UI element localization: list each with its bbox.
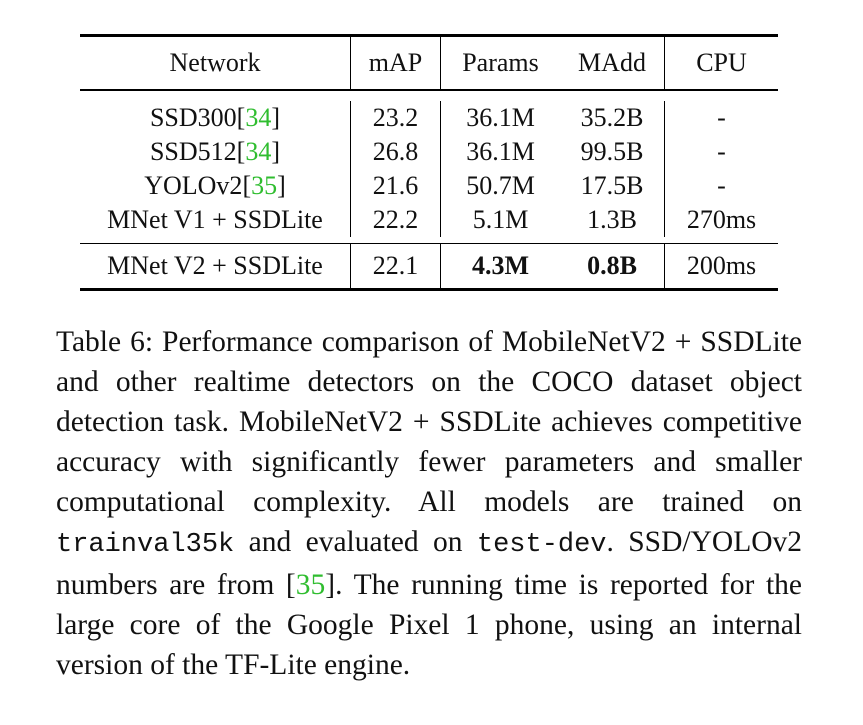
- cell-madd: 35.2B: [580, 102, 644, 132]
- table-body: SSD300[34] 23.2 36.1M 35.2B - SSD512[34]…: [80, 91, 778, 243]
- cell-cpu: -: [664, 168, 778, 203]
- bottom-rule: [80, 288, 778, 291]
- cell-map: 22.2: [350, 202, 440, 237]
- caption-code-trainval: trainval35k: [56, 530, 235, 560]
- caption-code-testdev: test-dev: [476, 530, 607, 560]
- top-rule: [80, 34, 778, 37]
- cell-cpu: -: [664, 100, 778, 135]
- caption-text: Performance comparison of MobileNetV2 + …: [56, 326, 803, 518]
- cell-map: 26.8: [350, 134, 440, 169]
- cell-params-best: 4.3M: [440, 244, 560, 288]
- network-name: YOLOv2: [144, 170, 243, 200]
- table-row: SSD300[34] 23.2 36.1M 35.2B -: [80, 100, 778, 135]
- header-madd: MAdd: [578, 48, 646, 77]
- table-row: MNet V1 + SSDLite 22.2 5.1M 1.3B 270ms: [80, 202, 778, 237]
- header-params: Params: [440, 37, 560, 89]
- cell-cpu: 200ms: [664, 244, 778, 288]
- table-caption: Table 6: Performance comparison of Mobil…: [56, 322, 802, 685]
- cell-map: 22.1: [350, 244, 440, 288]
- cell-cpu: -: [664, 134, 778, 169]
- cell-network: SSD300[34]: [149, 102, 281, 132]
- cell-madd: 1.3B: [587, 204, 637, 234]
- network-name: SSD300: [149, 102, 237, 132]
- cell-madd: 17.5B: [580, 170, 644, 200]
- cell-network: MNet V2 + SSDLite: [107, 251, 323, 280]
- cell-map: 21.6: [350, 168, 440, 203]
- header-rule: [80, 89, 778, 91]
- table-header-row: Network mAP Params MAdd CPU: [80, 37, 778, 89]
- caption-label: Table 6:: [56, 326, 154, 358]
- citation-link[interactable]: 34: [245, 136, 272, 166]
- citation-link[interactable]: 35: [251, 170, 278, 200]
- table-row: YOLOv2[35] 21.6 50.7M 17.5B -: [80, 168, 778, 203]
- caption-text: ]. The running time is reported for the …: [56, 569, 802, 681]
- cell-params: 5.1M: [440, 202, 560, 237]
- header-cpu: CPU: [664, 37, 778, 89]
- network-name: SSD512: [149, 136, 237, 166]
- header-network: Network: [169, 48, 261, 77]
- citation-link[interactable]: 34: [245, 102, 272, 132]
- table-row-final: MNet V2 + SSDLite 22.1 4.3M 0.8B 200ms: [80, 244, 778, 288]
- cell-params: 50.7M: [440, 168, 560, 203]
- cell-network: YOLOv2[35]: [144, 170, 286, 200]
- cell-madd: 99.5B: [580, 136, 644, 166]
- cell-network: SSD512[34]: [149, 136, 281, 166]
- cell-network: MNet V1 + SSDLite: [107, 204, 323, 234]
- caption-text: and evaluated on: [248, 526, 463, 558]
- cell-cpu: 270ms: [664, 202, 778, 237]
- final-row-rule: [80, 242, 778, 244]
- citation-link[interactable]: 35: [295, 569, 326, 601]
- results-table: Network mAP Params MAdd CPU SSD300[34] 2…: [80, 34, 778, 291]
- table-row: SSD512[34] 26.8 36.1M 99.5B -: [80, 134, 778, 169]
- caption-text: . SSD/YOLOv2 numbers are from [: [56, 526, 803, 601]
- cell-params: 36.1M: [440, 134, 560, 169]
- cell-madd-best: 0.8B: [587, 251, 637, 280]
- header-map: mAP: [350, 37, 440, 89]
- cell-params: 36.1M: [440, 100, 560, 135]
- cell-map: 23.2: [350, 100, 440, 135]
